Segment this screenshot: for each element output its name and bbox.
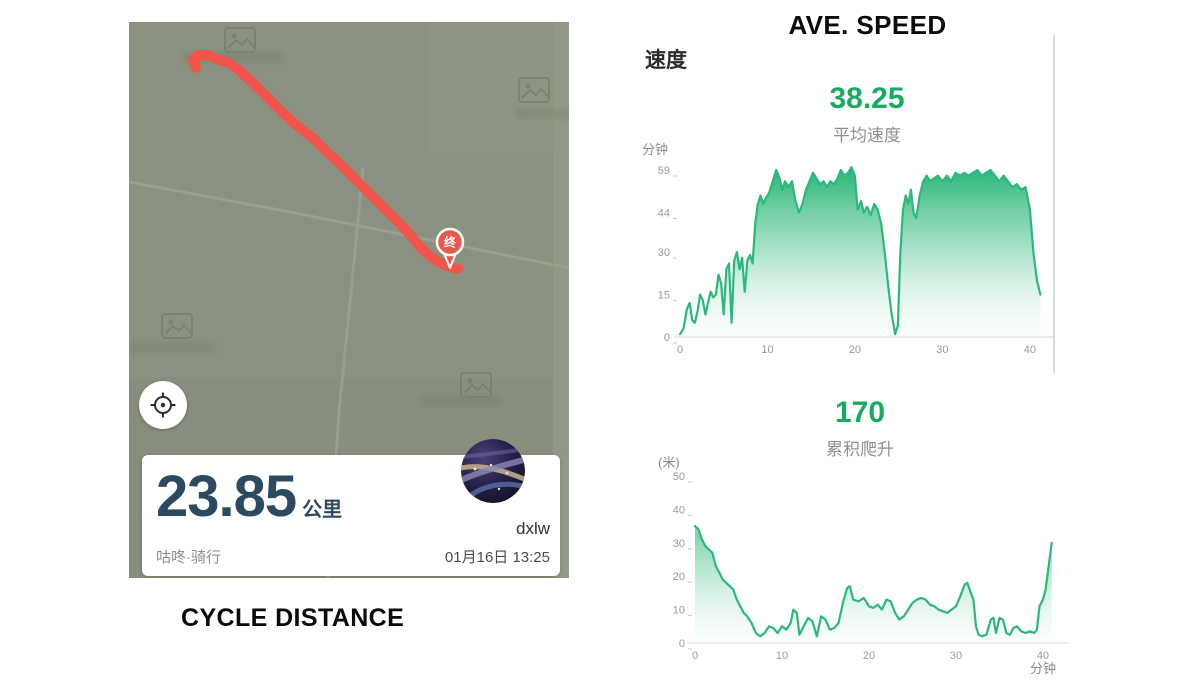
avg-speed-stat: 38.25 平均速度: [662, 82, 1072, 146]
svg-text:40: 40: [673, 504, 685, 516]
locate-button[interactable]: [139, 381, 187, 429]
svg-text:10: 10: [761, 344, 773, 356]
ride-summary-card[interactable]: 23.85 公里 咕咚·骑行: [142, 439, 560, 576]
svg-text:30: 30: [673, 538, 685, 550]
svg-text:(米): (米): [658, 456, 680, 470]
svg-text:分钟: 分钟: [1030, 661, 1056, 676]
svg-text:10: 10: [776, 650, 788, 662]
svg-text:40: 40: [1037, 650, 1049, 662]
broken-image-tile-icon: [515, 77, 569, 119]
distance-unit: 公里: [302, 499, 343, 521]
username: dxlw: [515, 519, 550, 538]
broken-image-tile-icon: [129, 313, 214, 353]
distance-value: 23.85: [156, 464, 297, 529]
avatar-photo: [461, 439, 525, 503]
svg-text:终: 终: [444, 235, 457, 250]
map-road: [129, 180, 569, 270]
avg-speed-label: 平均速度: [833, 126, 901, 145]
total-climb-label: 累积爬升: [826, 440, 894, 459]
speed-chart: 59 44 30 15 00 10 20 30 40 分钟: [642, 142, 1055, 356]
crosshair-locate-icon: [150, 392, 176, 418]
svg-text:44: 44: [658, 207, 670, 219]
elevation-chart: 50 40 30 20 10 00 10 20 30 40 (米) 分钟: [658, 456, 1068, 676]
phone-screenshot-edge: [1053, 35, 1055, 373]
svg-text:20: 20: [849, 344, 861, 356]
map-screenshot[interactable]: 终 23.85 公里 咕咚·骑行: [129, 22, 569, 578]
svg-text:分钟: 分钟: [642, 142, 668, 157]
end-marker-pin: 终: [435, 227, 465, 269]
svg-text:15: 15: [658, 290, 670, 302]
total-climb-value: 170: [834, 396, 886, 429]
activity-datetime: 01月16日 13:25: [444, 549, 550, 566]
svg-text:20: 20: [673, 571, 685, 583]
ave-speed-title: AVE. SPEED: [788, 10, 947, 40]
avg-speed-value: 38.25: [829, 82, 905, 115]
svg-text:30: 30: [950, 650, 962, 662]
activity-source-label: 咕咚·骑行: [156, 549, 221, 566]
svg-text:0: 0: [664, 332, 670, 344]
svg-text:50: 50: [673, 471, 685, 483]
svg-text:40: 40: [1024, 344, 1036, 356]
svg-text:30: 30: [936, 344, 948, 356]
svg-text:0: 0: [679, 638, 685, 650]
svg-text:0: 0: [677, 344, 683, 356]
total-climb-stat: 170 累积爬升: [655, 396, 1065, 460]
avatar[interactable]: [461, 439, 525, 503]
svg-text:59: 59: [658, 165, 670, 177]
svg-text:0: 0: [692, 650, 698, 662]
svg-text:30: 30: [658, 247, 670, 259]
svg-text:20: 20: [863, 650, 875, 662]
svg-text:10: 10: [673, 605, 685, 617]
route-track: [188, 50, 463, 274]
broken-image-tile-icon: [421, 372, 501, 406]
distance-readout: 23.85 公里: [156, 464, 343, 529]
speed-section-label: 速度: [645, 49, 687, 72]
cycle-distance-title: CYCLE DISTANCE: [181, 604, 405, 632]
